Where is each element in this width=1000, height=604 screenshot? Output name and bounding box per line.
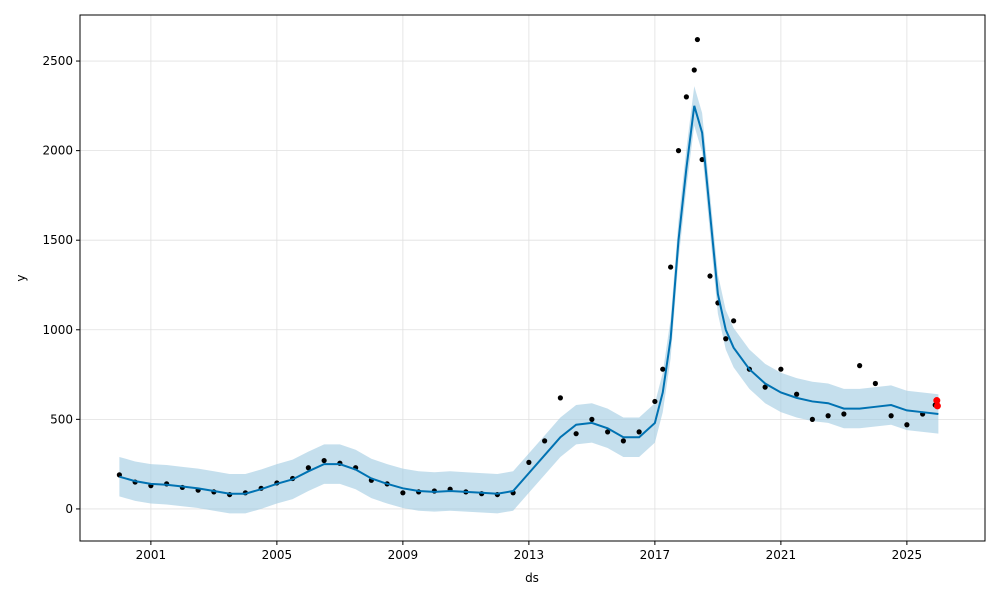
observed-point [841,411,847,417]
observed-point [526,459,532,465]
x-tick-label: 2017 [640,548,671,562]
observed-point [872,380,878,387]
observed-point [305,465,311,471]
x-tick-label: 2005 [262,548,293,562]
observed-point [723,336,729,342]
observed-point [660,366,666,372]
observed-point [636,429,642,435]
observed-point [321,457,327,464]
observed-point [778,366,784,372]
observed-point [904,422,910,428]
y-axis-label: y [14,274,28,281]
forecast-line [119,105,939,495]
y-tick-label: 1000 [42,323,73,337]
x-tick-label: 2025 [892,548,923,562]
observed-point [694,36,701,43]
y-tick-label: 0 [65,502,73,516]
highlight-point [933,402,941,410]
observed-point [573,431,579,437]
y-tick-label: 1500 [42,233,73,247]
observed-point [683,94,689,100]
x-tick-label: 2013 [514,548,545,562]
x-tick-label: 2021 [766,548,797,562]
observed-point [605,429,611,435]
observed-point [809,416,815,422]
observed-point [699,156,705,163]
y-tick-label: 2000 [42,144,73,158]
x-tick-label: 2009 [388,548,419,562]
plot-frame [79,14,986,542]
observed-point [668,264,674,270]
observed-point [794,391,800,397]
observed-point [731,318,737,324]
x-axis-label: ds [525,571,539,585]
x-tick-label: 2001 [136,548,167,562]
observed-point [857,363,863,369]
uncertainty-band [119,86,939,514]
y-tick-label: 2500 [42,54,73,68]
observed-point [707,273,713,279]
observed-point [691,67,697,73]
observed-point [888,413,894,419]
observed-point [589,416,595,422]
observed-point [652,398,658,405]
observed-point [825,413,831,419]
observed-point [542,438,548,444]
observed-point [675,148,682,154]
observed-point [400,490,406,496]
observed-point [762,384,768,390]
observed-point [620,438,626,444]
highlight-point [933,397,941,405]
observed-point [557,395,563,401]
y-tick-label: 500 [50,412,73,426]
